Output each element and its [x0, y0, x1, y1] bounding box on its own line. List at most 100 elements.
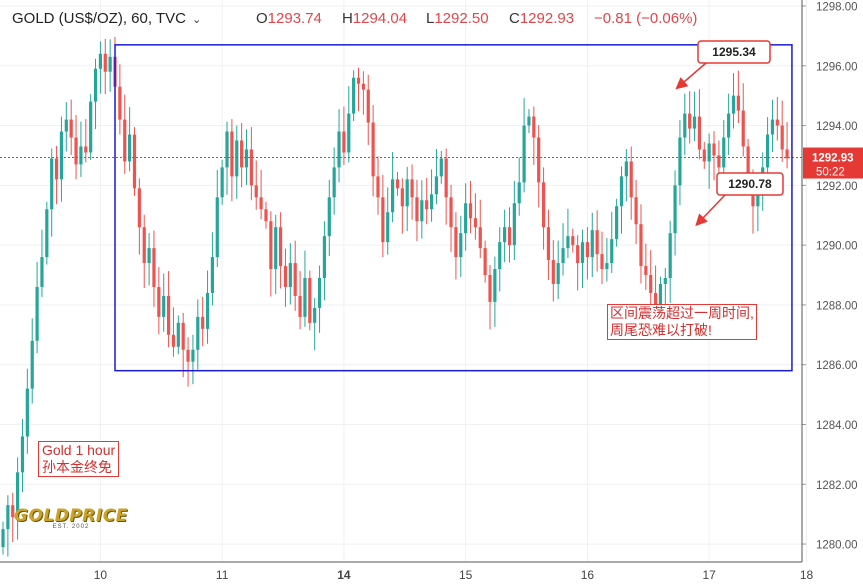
y-tick-label: 1292.00: [816, 181, 858, 193]
candle-body: [649, 275, 653, 293]
candle-body: [712, 143, 716, 156]
chevron-down-icon[interactable]: ⌄: [192, 14, 202, 26]
candle-body: [459, 233, 463, 258]
candle-body: [434, 176, 439, 195]
x-tick-label: 10: [94, 568, 108, 582]
candle-body: [731, 95, 736, 114]
ohlc-change: −0.81 (−0.06%): [594, 10, 697, 27]
candle-body: [157, 286, 161, 317]
x-tick-label: 18: [800, 568, 814, 582]
candle-body: [210, 257, 215, 293]
candle-body: [634, 197, 638, 225]
candle-body: [303, 278, 307, 317]
candle-body: [171, 334, 176, 347]
price-tag-countdown: 50:22: [816, 167, 845, 179]
candle-body: [108, 56, 112, 72]
candle-body: [376, 176, 380, 198]
low-value: 1292.50: [434, 10, 489, 27]
candle-body: [327, 197, 331, 237]
candle-body: [692, 116, 697, 129]
candle-body: [395, 179, 400, 189]
note-line-2: 孙本金终免: [42, 459, 112, 475]
y-tick-label: 1296.00: [816, 61, 858, 73]
timeframe-note: Gold 1 hour 孙本金终免: [38, 441, 120, 477]
candle-body: [576, 245, 580, 264]
candle-body: [11, 505, 15, 518]
x-tick-label: 14: [337, 568, 351, 582]
candle-body: [54, 158, 59, 180]
symbol-header[interactable]: GOLD (US$/OZ), 60, TVC ⌄: [12, 10, 201, 27]
candle-body: [391, 179, 395, 213]
candle-body: [84, 146, 88, 153]
candle-body: [205, 292, 210, 329]
candle-body: [264, 209, 268, 222]
candle-body: [191, 349, 195, 362]
candle-body: [225, 131, 229, 168]
candle-body: [20, 436, 25, 473]
candle-body: [166, 295, 171, 335]
candle-body: [181, 322, 185, 350]
candle-body: [449, 197, 453, 228]
candle-body: [629, 161, 633, 198]
candle-body: [741, 110, 745, 147]
candle-body: [230, 131, 234, 177]
goldprice-logo: GOLDPRICE EST. 2002: [14, 506, 128, 530]
candle-body: [551, 260, 555, 284]
candle-body: [756, 188, 760, 207]
candle-body: [468, 203, 473, 219]
y-tick-label: 1294.00: [816, 121, 858, 133]
price-callouts: 1295.34 1290.78: [675, 40, 784, 227]
range-annotation: 区间震荡超过一周时间, 周尾恐难以打破!: [607, 304, 757, 340]
candle-body: [775, 119, 779, 126]
candle-body: [546, 227, 551, 261]
candle-body: [541, 182, 546, 228]
candle-body: [429, 194, 434, 210]
candle-body: [619, 176, 624, 207]
y-tick-label: 1286.00: [816, 360, 858, 372]
candle-body: [707, 143, 711, 162]
price-tag-value: 1292.93: [812, 153, 854, 165]
candle-body: [653, 292, 658, 305]
candle-body: [420, 200, 424, 222]
candle-body: [201, 316, 205, 329]
candle-body: [663, 278, 667, 284]
candle-body: [342, 131, 346, 153]
candle-body: [269, 221, 273, 270]
y-tick-label: 1298.00: [816, 1, 858, 13]
candle-body: [244, 149, 249, 168]
candle-body: [308, 278, 312, 323]
candle-body: [746, 146, 750, 180]
price-tag-box: [803, 147, 863, 179]
candle-body: [727, 113, 731, 138]
candle-body: [780, 125, 784, 150]
candle-body: [69, 119, 73, 138]
candle-body: [371, 122, 375, 177]
candle-body: [658, 283, 663, 305]
candle-body: [770, 119, 775, 135]
callout-arrow: [675, 62, 707, 90]
candle-body: [93, 68, 98, 102]
price-axis: 1280.00 1282.00 1284.00 1286.00 1288.00 1290.…: [801, 0, 858, 562]
change-value: −0.81 (−0.06%): [594, 10, 698, 27]
candle-body: [605, 263, 609, 270]
candle-body: [162, 295, 166, 317]
candle-body: [50, 158, 54, 210]
x-tick-label: 15: [459, 568, 473, 582]
candle-body: [366, 89, 370, 123]
candle-body: [118, 86, 122, 120]
candle-body: [337, 131, 341, 168]
candle-body: [123, 119, 127, 162]
candle-body: [313, 307, 317, 323]
candle-body: [356, 77, 361, 84]
candle-body: [249, 149, 253, 186]
candle-body: [785, 149, 789, 159]
candle-body: [59, 131, 64, 180]
candle-body: [16, 472, 20, 518]
ohlc-high: H1294.04: [342, 10, 408, 27]
candle-body: [30, 340, 34, 389]
candle-body: [215, 197, 219, 258]
candle-body: [152, 248, 156, 287]
candle-body: [478, 227, 482, 249]
candles: [1, 36, 789, 557]
candle-body: [405, 179, 409, 207]
